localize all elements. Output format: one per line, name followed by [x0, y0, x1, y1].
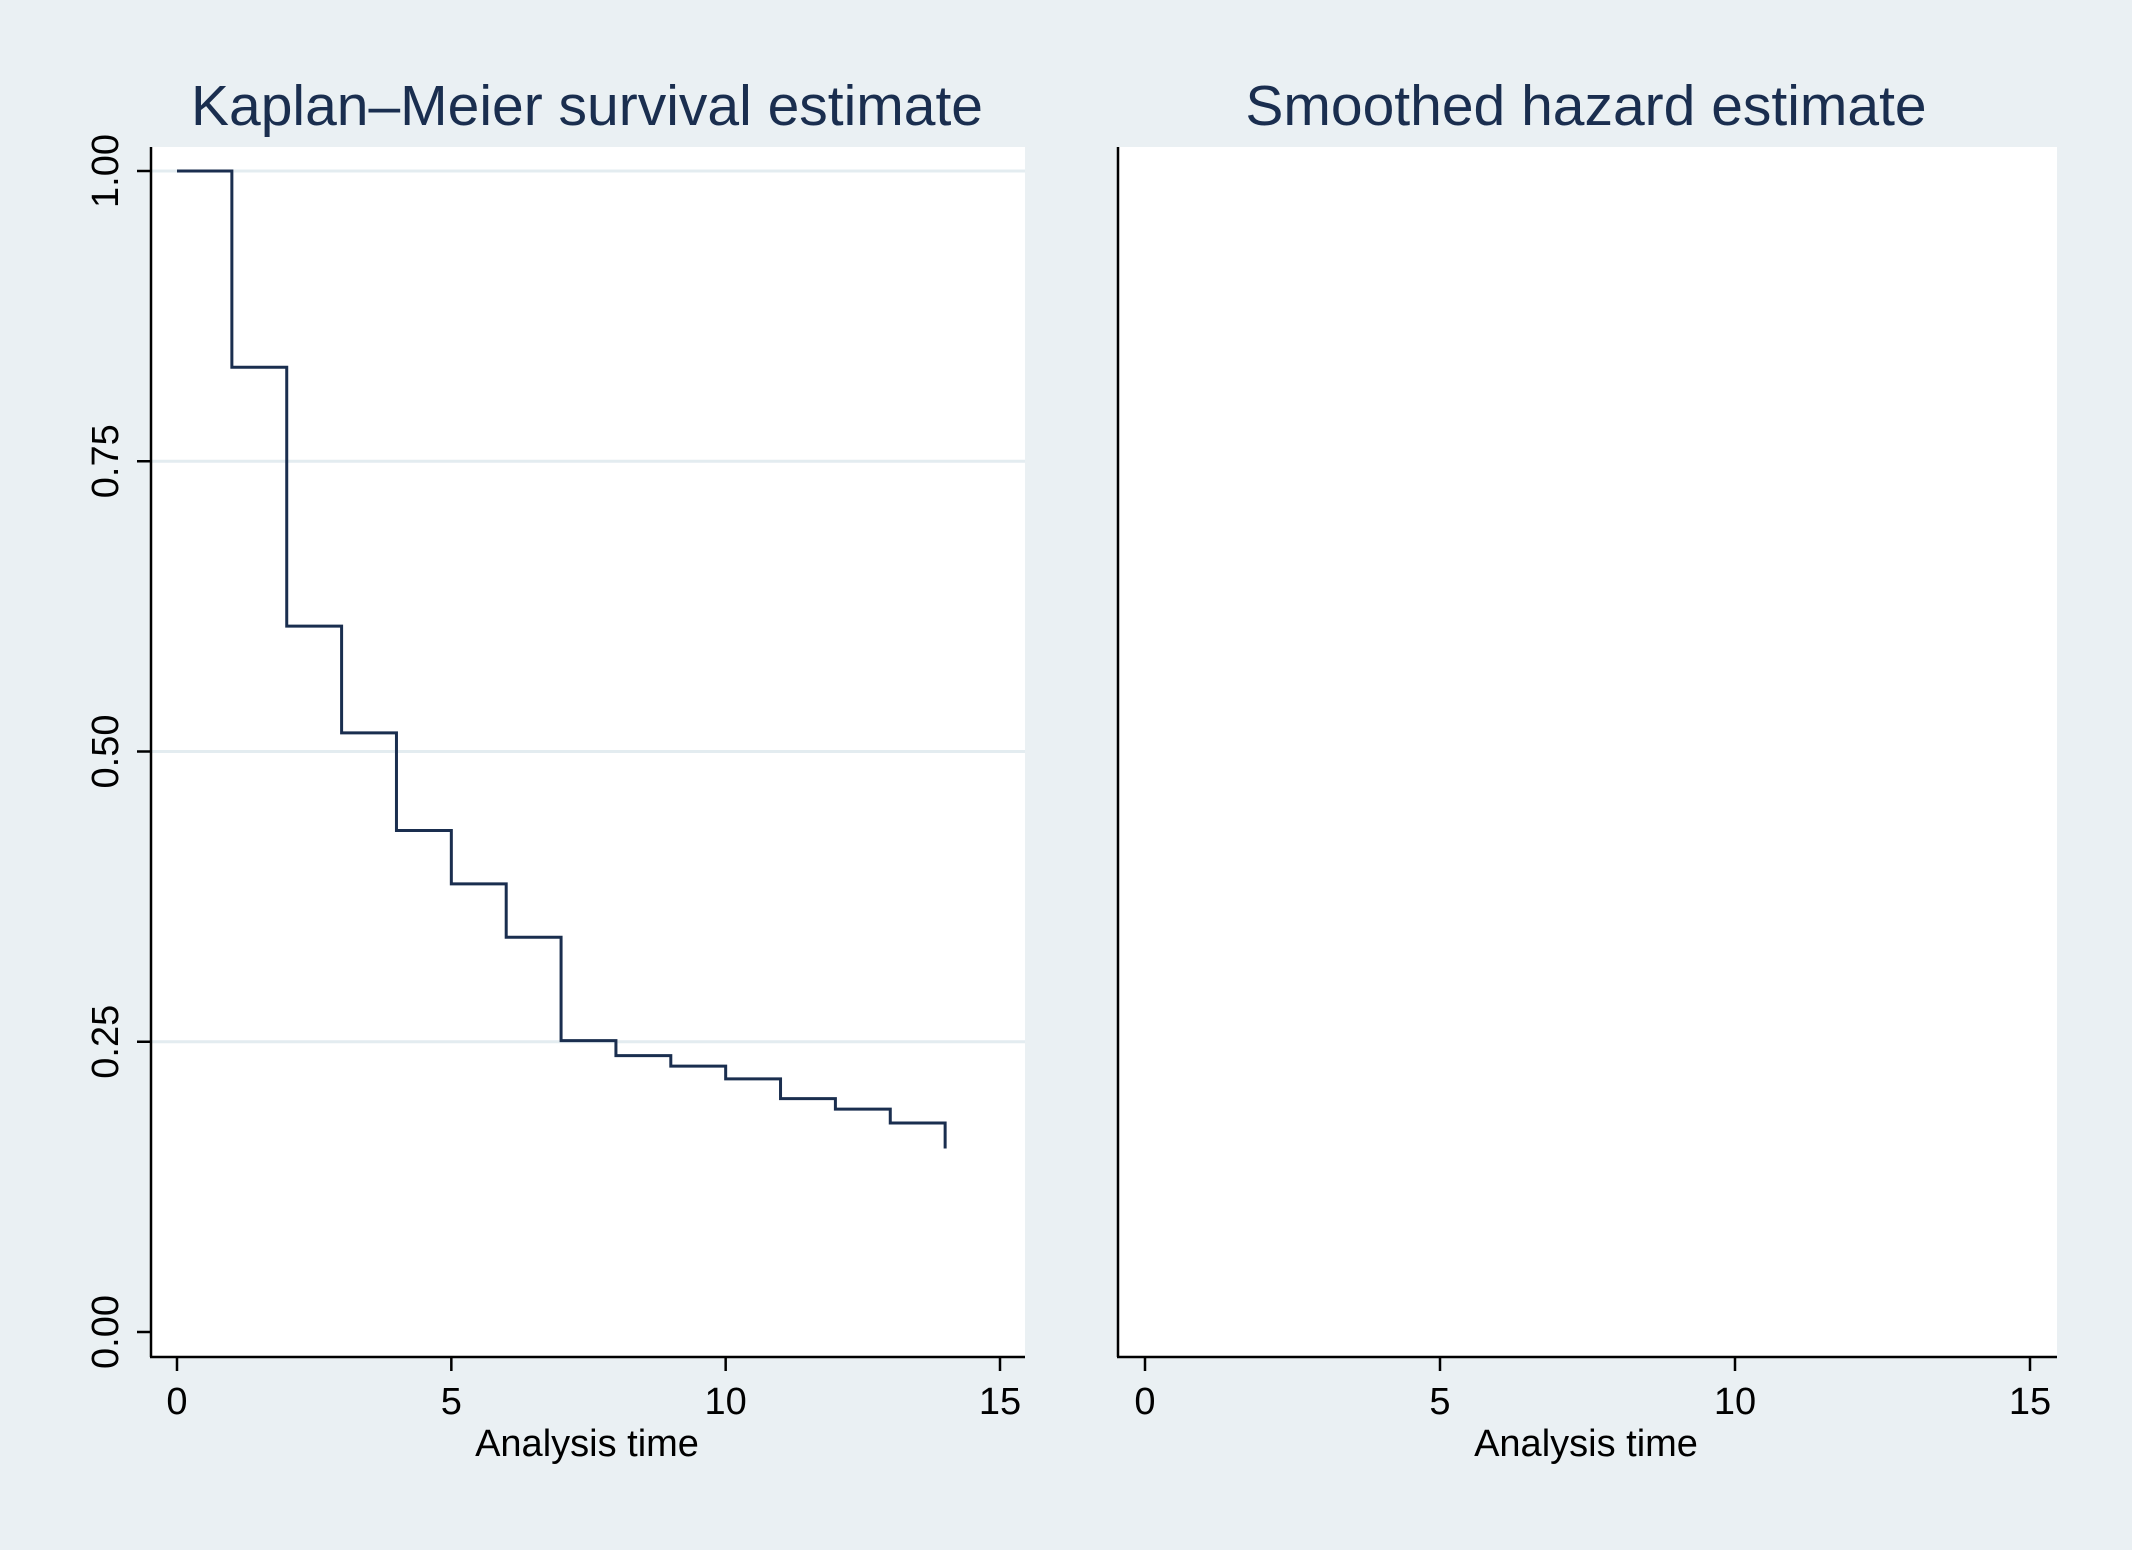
km-y-ticks: 0.00 0.25 0.50 0.75 1.00: [85, 134, 151, 1369]
km-x-tick-label: 10: [705, 1381, 747, 1423]
km-survival-curve: [177, 169, 947, 1149]
km-x-ticks: 0 5 10 15: [166, 1357, 1021, 1423]
hazard-panel: Smoothed hazard estimate 0 5 10 15 Analysis…: [1116, 74, 2057, 1465]
km-x-tick-label: 15: [979, 1381, 1021, 1423]
km-x-axis-title: Analysis time: [475, 1423, 699, 1465]
hazard-x-ticks: 0 5 10 15: [1134, 1357, 2051, 1423]
km-y-tick-label: 0.25: [85, 1005, 127, 1079]
hazard-panel-title: Smoothed hazard estimate: [1245, 74, 1926, 138]
hazard-x-axis-title: Analysis time: [1474, 1423, 1698, 1465]
hazard-x-tick-label: 10: [1714, 1381, 1756, 1423]
km-y-tick-label: 0.50: [85, 715, 127, 789]
hazard-x-tick-label: 0: [1134, 1381, 1155, 1423]
hazard-x-tick-label: 15: [2009, 1381, 2051, 1423]
hazard-x-tick-label: 5: [1429, 1381, 1450, 1423]
km-gridlines: [151, 169, 1025, 1044]
km-y-tick-label: 1.00: [85, 134, 127, 208]
km-panel: Kaplan–Meier survival estimate 0.000.250…: [85, 74, 1025, 1465]
km-x-tick-label: 0: [166, 1381, 187, 1423]
km-y-tick-label: 0.75: [85, 424, 127, 498]
hazard-plot-area: [1117, 147, 2057, 1357]
km-y-tick-label: 0.00: [85, 1295, 127, 1369]
km-panel-title: Kaplan–Meier survival estimate: [191, 74, 983, 138]
km-x-tick-label: 5: [441, 1381, 462, 1423]
